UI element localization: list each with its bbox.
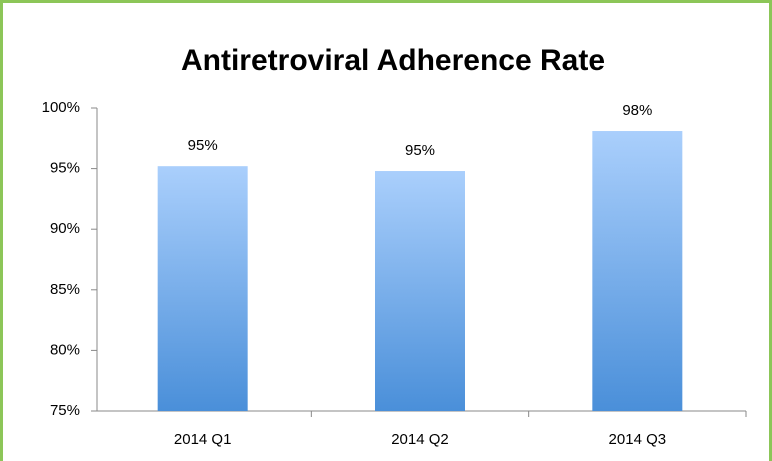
x-tick-label: 2014 Q1 xyxy=(174,431,232,448)
y-tick-label: 90% xyxy=(50,220,80,237)
bar xyxy=(375,171,465,411)
y-tick-label: 95% xyxy=(50,160,80,177)
data-label: 95% xyxy=(188,137,218,154)
y-tick-label: 80% xyxy=(50,341,80,358)
bar xyxy=(592,131,683,411)
y-tick-label: 100% xyxy=(42,99,80,116)
x-tick-label: 2014 Q2 xyxy=(391,431,449,448)
data-label: 98% xyxy=(622,102,652,119)
bar xyxy=(157,166,248,411)
y-tick-label: 75% xyxy=(50,402,80,419)
data-label: 95% xyxy=(405,142,435,159)
chart-title: Antiretroviral Adherence Rate xyxy=(181,44,605,77)
x-tick-label: 2014 Q3 xyxy=(609,431,667,448)
y-tick-label: 85% xyxy=(50,281,80,298)
